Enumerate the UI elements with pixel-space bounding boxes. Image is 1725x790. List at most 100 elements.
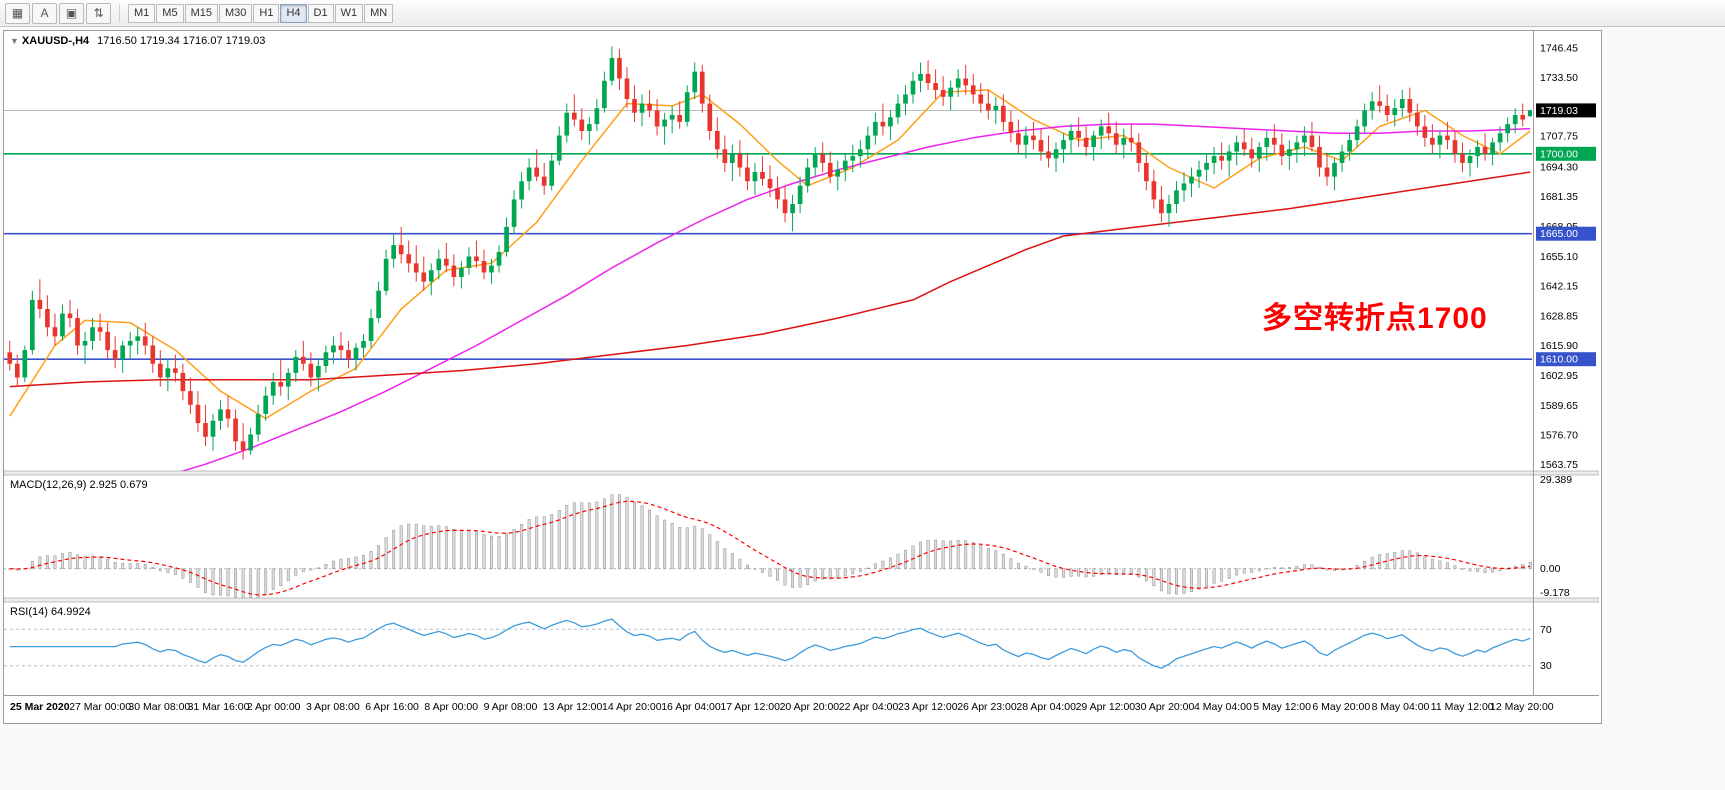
- candle: [203, 423, 208, 437]
- rsi-pane: [4, 618, 1532, 669]
- timeframe-button-m1[interactable]: M1: [128, 3, 156, 23]
- timeframe-button-m5[interactable]: M5: [156, 3, 184, 23]
- candle: [383, 258, 389, 291]
- candle: [1226, 151, 1232, 161]
- time-axis-label: 8 Apr 00:00: [424, 701, 478, 713]
- time-axis-label: 28 Apr 04:00: [1016, 701, 1076, 713]
- cursor-a-button[interactable]: A: [32, 2, 57, 24]
- candle: [617, 57, 622, 79]
- candle: [1467, 156, 1473, 163]
- macd-histogram: [8, 494, 1532, 599]
- chart-grid-button[interactable]: ▦: [5, 2, 30, 24]
- candle: [1445, 135, 1450, 141]
- candle: [1369, 101, 1375, 111]
- pane-separator-2[interactable]: [4, 597, 1599, 603]
- price-axis-label: 1694.30: [1540, 161, 1578, 173]
- candle: [150, 345, 156, 364]
- candle: [1174, 190, 1179, 205]
- timeframe-button-m15[interactable]: M15: [184, 3, 218, 23]
- candle: [421, 272, 427, 282]
- candle: [767, 178, 773, 189]
- candle: [1520, 115, 1526, 120]
- time-axis-label: 30 Apr 20:00: [1135, 701, 1195, 713]
- candle: [1008, 121, 1014, 134]
- candle: [391, 245, 396, 259]
- chart-canvas[interactable]: 1746.451733.501707.751694.301681.351668.…: [4, 31, 1599, 721]
- candle: [1505, 124, 1510, 134]
- candle: [112, 350, 118, 360]
- time-axis-label: 17 Apr 12:00: [720, 701, 780, 713]
- candle: [1128, 137, 1134, 143]
- candle: [873, 121, 878, 136]
- candle: [188, 391, 193, 405]
- candle: [105, 331, 110, 351]
- price-axis-label: 1589.65: [1540, 400, 1578, 412]
- candle: [985, 103, 991, 111]
- timeframe-button-h1[interactable]: H1: [253, 3, 280, 23]
- candle: [127, 340, 133, 346]
- time-axis-label: 8 May 04:00: [1372, 701, 1430, 713]
- price-tag-1665.00: 1665.00: [1536, 226, 1596, 241]
- timeframe-button-mn[interactable]: MN: [364, 3, 394, 23]
- candle: [745, 167, 750, 182]
- timeframe-button-d1[interactable]: D1: [307, 3, 334, 23]
- candle: [444, 258, 449, 266]
- rsi-axis-label: 30: [1540, 660, 1552, 672]
- candle: [97, 327, 103, 332]
- toolbar-separator: [119, 4, 120, 22]
- time-axis-label: 25 Mar 2020: [10, 701, 70, 713]
- candle: [579, 119, 585, 131]
- candle: [218, 409, 223, 421]
- candle: [1354, 126, 1360, 141]
- macd-signal-line: [9, 500, 1531, 596]
- candle: [82, 340, 88, 346]
- candle: [1377, 101, 1383, 106]
- candle: [1144, 162, 1149, 182]
- candle: [1279, 144, 1285, 157]
- price-scale[interactable]: [1534, 31, 1599, 695]
- candle: [624, 78, 630, 100]
- candle: [323, 352, 329, 367]
- candle: [1249, 149, 1255, 159]
- candle: [1151, 181, 1157, 200]
- timeframe-button-m30[interactable]: M30: [218, 3, 253, 23]
- time-axis-label: 31 Mar 16:00: [188, 701, 250, 713]
- candle: [639, 103, 645, 113]
- time-axis-label: 27 Mar 00:00: [69, 701, 131, 713]
- candle: [692, 71, 698, 93]
- candle: [1437, 135, 1443, 145]
- candle: [948, 87, 953, 97]
- candle: [835, 169, 841, 177]
- candle: [398, 245, 404, 255]
- timeframe-button-h4[interactable]: H4: [280, 3, 307, 23]
- candle: [895, 103, 901, 118]
- price-axis-label: 1733.50: [1540, 72, 1578, 84]
- candle: [293, 356, 299, 373]
- candle: [1264, 137, 1270, 147]
- candle: [587, 124, 592, 131]
- pane-separator-1[interactable]: [4, 470, 1599, 476]
- candle: [925, 73, 931, 84]
- candle: [496, 251, 502, 266]
- candle: [1271, 137, 1277, 145]
- macd-pane: [4, 494, 1532, 599]
- candle: [609, 57, 615, 81]
- time-axis-label: 20 Apr 20:00: [780, 701, 840, 713]
- time-axis-label: 14 Apr 20:00: [602, 701, 662, 713]
- candle: [1475, 146, 1480, 157]
- time-axis-label: 22 Apr 04:00: [839, 701, 899, 713]
- time-axis-label: 29 Apr 12:00: [1076, 701, 1136, 713]
- time-axis-label: 3 Apr 08:00: [306, 701, 360, 713]
- time-axis-label: 30 Mar 08:00: [128, 701, 190, 713]
- candle: [1166, 204, 1172, 214]
- macd-axis-label: 0.00: [1540, 563, 1561, 575]
- sort-arrows-button[interactable]: ⇅: [86, 2, 111, 24]
- candle: [45, 308, 50, 328]
- timeframe-button-w1[interactable]: W1: [334, 3, 364, 23]
- candle: [1023, 135, 1029, 145]
- candle: [654, 110, 660, 127]
- chart-frame-button[interactable]: ▣: [59, 2, 84, 24]
- candle: [14, 363, 20, 378]
- time-scale[interactable]: [4, 695, 1599, 721]
